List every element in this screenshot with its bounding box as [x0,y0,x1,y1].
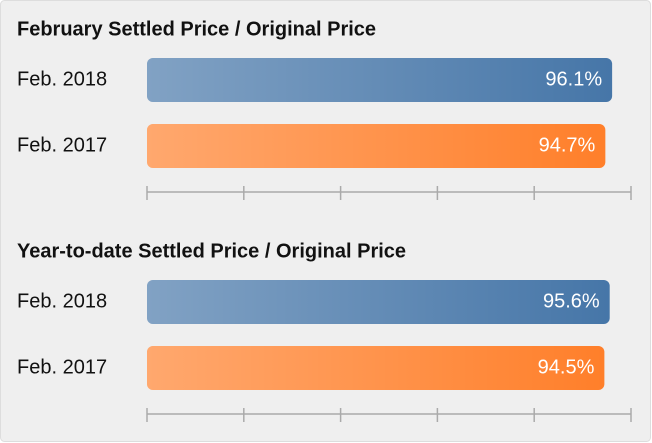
chart-title: Year-to-date Settled Price / Original Pr… [17,240,406,262]
bar-sheen [147,124,606,168]
bar-sheen [147,280,610,324]
bar-sheen [147,58,613,102]
value-label: 96.1% [545,68,602,90]
category-label: Feb. 2018 [17,68,107,90]
bar-sheen [147,346,605,390]
value-label: 94.5% [538,356,595,378]
category-label: Feb. 2018 [17,290,107,312]
category-label: Feb. 2017 [17,356,107,378]
value-label: 94.7% [539,134,596,156]
value-label: 95.6% [543,290,600,312]
category-label: Feb. 2017 [17,134,107,156]
chart-title: February Settled Price / Original Price [17,18,376,40]
